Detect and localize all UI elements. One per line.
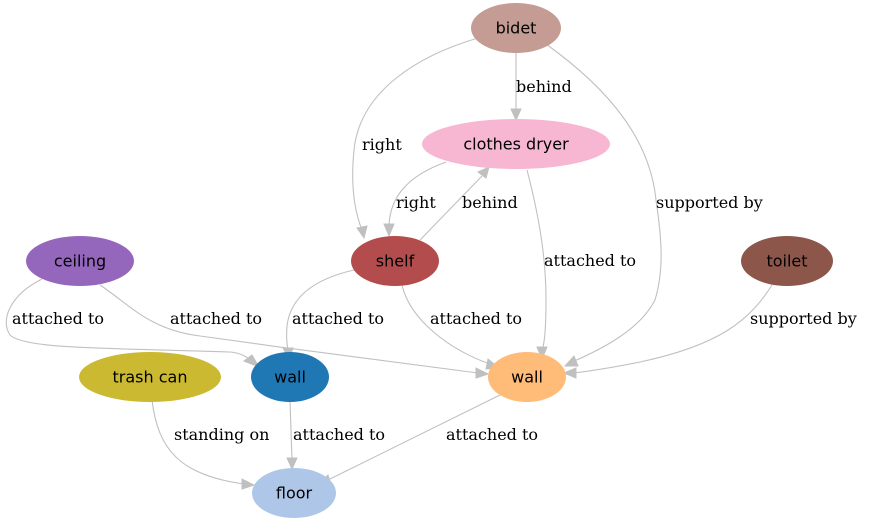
- node-bidet[interactable]: bidet: [471, 3, 561, 53]
- node-trash-can[interactable]: trash can: [79, 352, 221, 402]
- edge-wall-blue-attached-to-floor: attached to: [286, 400, 385, 471]
- edge-toilet-supported-by-wall: supported by: [562, 284, 857, 379]
- edge-label-attached-to: attached to: [293, 425, 385, 444]
- edge-label-supported-by: supported by: [656, 193, 763, 212]
- node-label: ceiling: [54, 252, 106, 271]
- edge-clothes-dryer-attached-to-wall: attached to: [526, 169, 636, 361]
- node-label: trash can: [113, 368, 188, 387]
- edge-bidet-right-shelf: right: [352, 37, 479, 240]
- edge-shelf-behind-clothes-dryer: behind: [419, 166, 518, 241]
- edge-ceiling-attached-to-wall-orange: attached to: [99, 284, 490, 379]
- node-label: bidet: [496, 19, 537, 38]
- node-label: wall: [511, 368, 543, 387]
- node-ceiling[interactable]: ceiling: [26, 236, 134, 286]
- edge-label-behind: behind: [462, 193, 518, 212]
- edge-ceiling-attached-to-wall-blue: attached to: [5, 278, 261, 369]
- node-clothes-dryer[interactable]: clothes dryer: [422, 119, 610, 169]
- node-wall-orange[interactable]: wall: [488, 352, 566, 402]
- edge-clothes-dryer-right-shelf: right: [383, 161, 447, 238]
- edge-label-attached-to: attached to: [292, 309, 384, 328]
- edge-label-right: right: [362, 135, 402, 154]
- node-label: toilet: [766, 252, 807, 271]
- edge-label-right: right: [396, 193, 436, 212]
- edge-label-attached-to: attached to: [544, 251, 636, 270]
- node-label: clothes dryer: [463, 135, 569, 154]
- edge-label-attached-to: attached to: [170, 309, 262, 328]
- node-label: shelf: [376, 252, 415, 271]
- edge-bidet-supported-by-wall: supported by: [545, 43, 763, 367]
- edge-label-behind: behind: [516, 77, 572, 96]
- edge-trash-can-standing-on-floor: standing on: [151, 399, 269, 490]
- edge-label-attached-to: attached to: [446, 425, 538, 444]
- node-label: wall: [274, 368, 306, 387]
- edge-label-supported-by: supported by: [750, 309, 857, 328]
- node-shelf[interactable]: shelf: [351, 236, 439, 286]
- node-floor[interactable]: floor: [252, 468, 336, 518]
- edge-bidet-behind-clothes-dryer: behind: [510, 53, 572, 122]
- edge-shelf-attached-to-wall-blue: attached to: [282, 269, 384, 361]
- node-label: floor: [276, 484, 313, 503]
- node-wall-blue[interactable]: wall: [251, 352, 329, 402]
- node-toilet[interactable]: toilet: [741, 236, 833, 286]
- edge-label-attached-to: attached to: [430, 309, 522, 328]
- edge-label-standing-on: standing on: [174, 425, 269, 444]
- edge-label-attached-to: attached to: [12, 309, 104, 328]
- edge-shelf-attached-to-wall-orange: attached to: [401, 284, 522, 370]
